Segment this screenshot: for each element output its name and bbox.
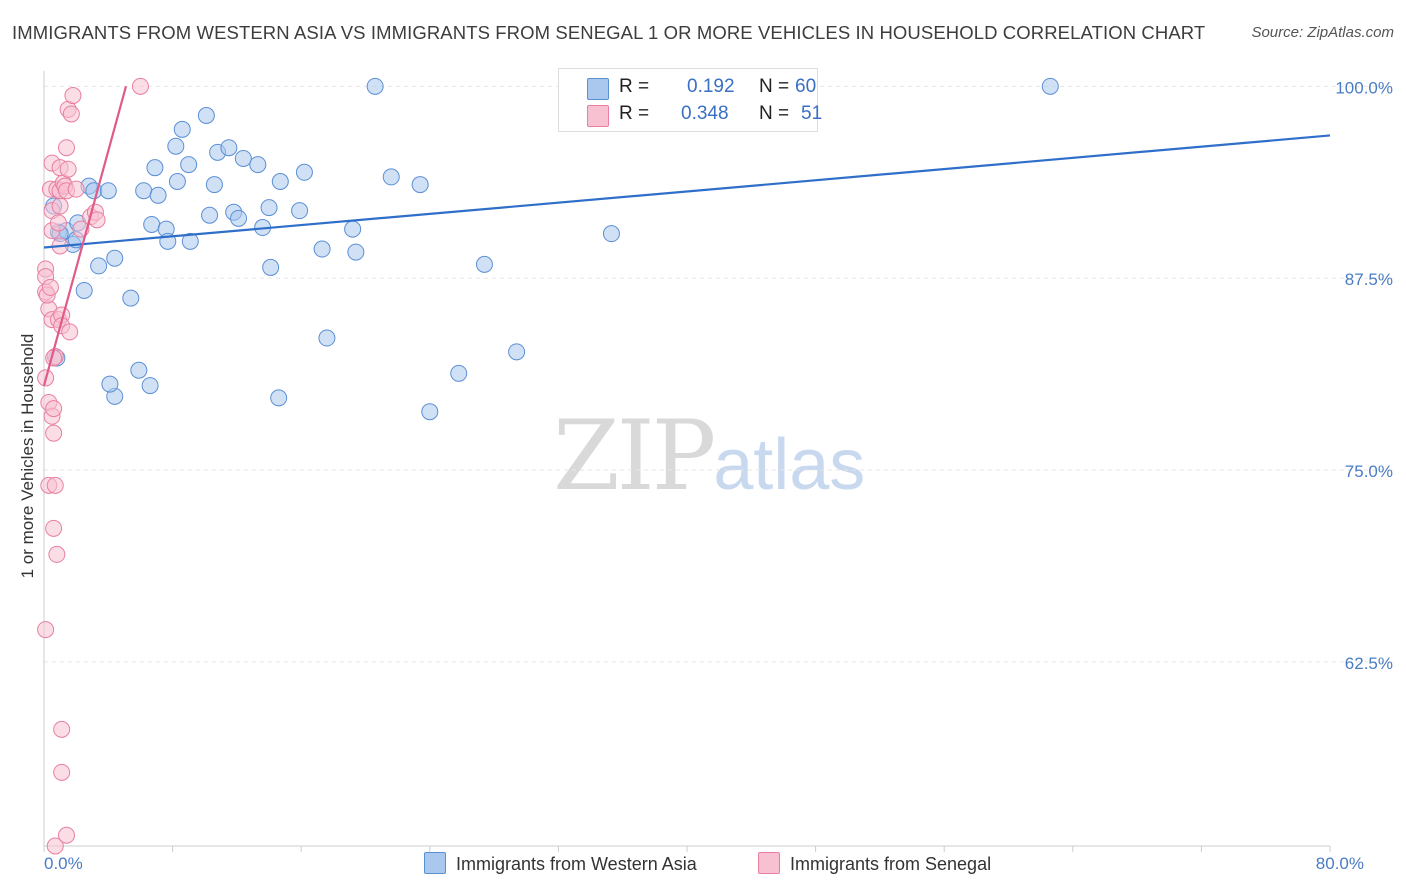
y-tick-label: 87.5%: [1345, 270, 1393, 289]
bottom-legend-swatch-pink: [758, 852, 780, 874]
point-western-asia: [450, 364, 468, 382]
point-western-asia: [262, 258, 280, 276]
point-western-asia: [475, 255, 493, 273]
source-label: Source: ZipAtlas.com: [1251, 24, 1394, 41]
legend-r-value: 0.348: [681, 103, 729, 124]
point-western-asia: [181, 232, 199, 250]
y-tick-label: 100.0%: [1335, 78, 1393, 97]
y-tick-label: 75.0%: [1345, 462, 1393, 481]
point-western-asia: [106, 249, 124, 267]
point-western-asia: [270, 389, 288, 407]
point-western-asia: [146, 159, 164, 177]
point-senegal: [45, 424, 63, 442]
stats-legend: R = 0.192 N = 60 R = 0.348 N = 51: [558, 68, 822, 132]
point-senegal: [131, 77, 149, 95]
point-western-asia: [167, 137, 185, 155]
point-western-asia: [75, 281, 93, 299]
watermark: ZIPatlas: [553, 400, 865, 512]
point-western-asia: [295, 163, 313, 181]
point-senegal: [53, 763, 71, 781]
point-western-asia: [508, 343, 526, 361]
point-western-asia: [249, 156, 267, 174]
point-senegal: [37, 621, 55, 639]
watermark-zip: ZIP: [553, 400, 716, 512]
bottom-legend-western-asia: Immigrants from Western Asia: [424, 852, 697, 875]
point-western-asia: [234, 149, 252, 167]
point-senegal: [59, 160, 77, 178]
x-tick-label: 80.0%: [1316, 854, 1364, 873]
point-western-asia: [411, 176, 429, 194]
watermark-atlas: atlas: [713, 425, 866, 505]
point-western-asia: [201, 206, 219, 224]
point-western-asia: [173, 120, 191, 138]
point-senegal: [62, 105, 80, 123]
point-western-asia: [260, 199, 278, 217]
point-senegal: [45, 400, 63, 418]
legend-swatch-blue: [587, 78, 609, 100]
legend-n-label: N =: [759, 103, 790, 124]
legend-n-value: 51: [801, 103, 823, 124]
point-senegal: [41, 278, 59, 296]
point-senegal: [58, 139, 76, 157]
trendline-senegal: [42, 86, 128, 386]
point-western-asia: [271, 172, 289, 190]
point-western-asia: [366, 77, 384, 95]
point-western-asia: [347, 243, 365, 261]
legend-n-value: 60: [795, 76, 817, 97]
point-western-asia: [220, 139, 238, 157]
point-western-asia: [90, 257, 108, 275]
point-senegal: [58, 826, 76, 844]
point-western-asia: [205, 176, 223, 194]
legend-n-label: N =: [759, 76, 790, 97]
point-senegal: [48, 545, 66, 563]
trendline-western-asia: [43, 134, 1331, 249]
point-western-asia: [130, 361, 148, 379]
point-western-asia: [291, 202, 309, 220]
point-western-asia: [197, 107, 215, 125]
point-senegal: [46, 837, 64, 855]
legend-swatch-pink: [587, 105, 609, 127]
point-senegal: [61, 323, 79, 341]
point-western-asia: [141, 377, 159, 395]
legend-r-label: R =: [619, 103, 650, 124]
bottom-legend-label: Immigrants from Senegal: [790, 854, 992, 874]
point-western-asia: [230, 209, 248, 227]
bottom-legend-senegal: Immigrants from Senegal: [758, 852, 991, 875]
bottom-legend-label: Immigrants from Western Asia: [456, 854, 697, 874]
x-tick-label: 0.0%: [44, 854, 83, 873]
legend-r-value: 0.192: [687, 76, 735, 97]
point-senegal: [64, 87, 82, 105]
point-western-asia: [101, 375, 119, 393]
point-senegal: [46, 476, 64, 494]
bottom-legend-swatch-blue: [424, 852, 446, 874]
point-senegal: [67, 180, 85, 198]
point-senegal: [51, 197, 69, 215]
chart-title: IMMIGRANTS FROM WESTERN ASIA VS IMMIGRAN…: [12, 22, 1206, 43]
point-western-asia: [421, 403, 439, 421]
point-western-asia: [99, 182, 117, 200]
point-western-asia: [180, 156, 198, 174]
point-western-asia: [313, 240, 331, 258]
point-western-asia: [382, 168, 400, 186]
legend-r-label: R =: [619, 76, 650, 97]
point-western-asia: [318, 329, 336, 347]
point-senegal: [49, 214, 67, 232]
y-tick-label: 62.5%: [1345, 654, 1393, 673]
point-western-asia: [344, 220, 362, 238]
point-western-asia: [135, 182, 153, 200]
point-western-asia: [143, 215, 161, 233]
point-western-asia: [149, 186, 167, 204]
point-senegal: [53, 720, 71, 738]
point-senegal: [45, 519, 63, 537]
point-western-asia: [122, 289, 140, 307]
point-western-asia: [1041, 77, 1059, 95]
point-western-asia: [168, 172, 186, 190]
point-western-asia: [602, 225, 620, 243]
